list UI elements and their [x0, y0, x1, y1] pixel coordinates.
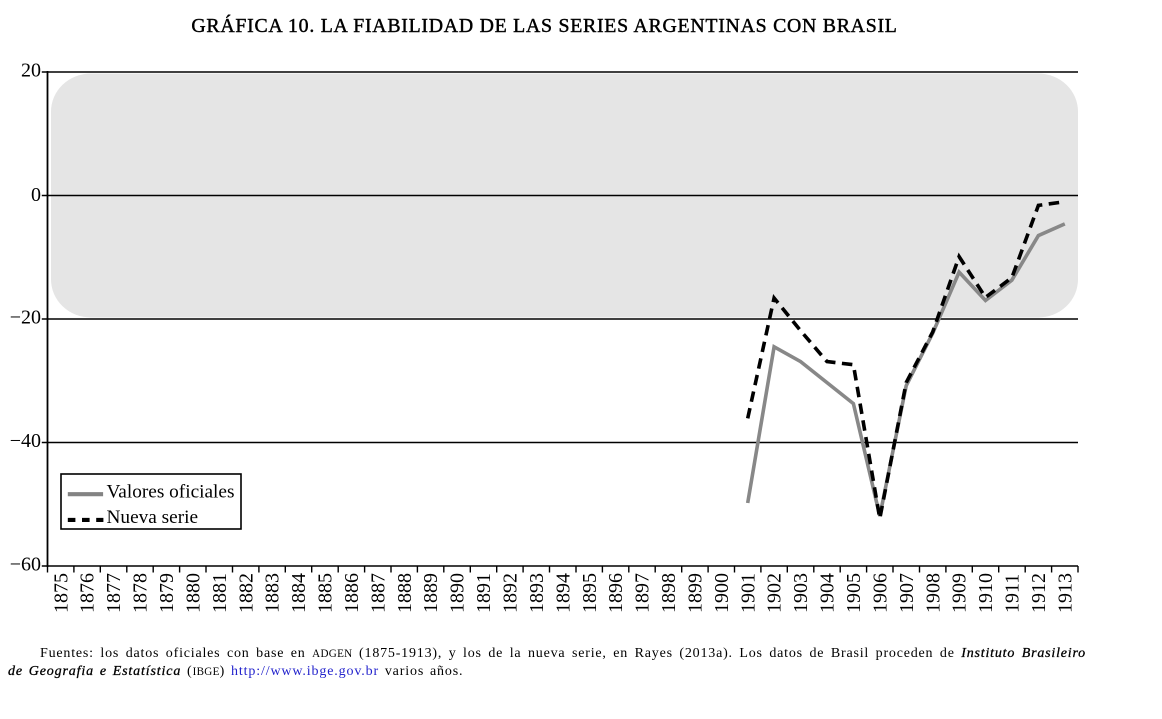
svg-text:−60: −60 [10, 554, 41, 576]
svg-text:1907: 1907 [896, 573, 918, 613]
svg-text:1876: 1876 [77, 573, 99, 613]
svg-text:1912: 1912 [1028, 573, 1050, 613]
svg-text:1879: 1879 [156, 573, 178, 613]
svg-text:1897: 1897 [632, 573, 654, 613]
svg-text:1903: 1903 [790, 573, 812, 613]
svg-text:1901: 1901 [737, 573, 759, 613]
svg-text:1899: 1899 [685, 573, 707, 613]
svg-text:1896: 1896 [605, 573, 627, 613]
svg-text:1885: 1885 [315, 573, 337, 613]
svg-text:1883: 1883 [262, 573, 284, 613]
svg-text:1892: 1892 [500, 573, 522, 613]
svg-text:1908: 1908 [922, 573, 944, 613]
svg-text:1898: 1898 [658, 573, 680, 613]
svg-text:1884: 1884 [288, 573, 310, 613]
svg-text:1904: 1904 [817, 573, 839, 613]
svg-text:1905: 1905 [843, 573, 865, 613]
svg-text:1877: 1877 [103, 573, 125, 613]
svg-text:1900: 1900 [711, 573, 733, 613]
svg-text:1894: 1894 [552, 573, 574, 613]
svg-text:20: 20 [21, 60, 41, 82]
svg-text:1886: 1886 [341, 573, 363, 613]
svg-text:−40: −40 [10, 430, 41, 452]
svg-text:1891: 1891 [473, 573, 495, 613]
svg-text:Valores oficiales: Valores oficiales [107, 482, 235, 503]
svg-text:1882: 1882 [235, 573, 257, 613]
svg-text:1887: 1887 [367, 573, 389, 613]
svg-text:1878: 1878 [130, 573, 152, 613]
svg-text:1889: 1889 [420, 573, 442, 613]
svg-text:1880: 1880 [182, 573, 204, 613]
svg-text:1909: 1909 [949, 573, 971, 613]
svg-text:1875: 1875 [50, 573, 72, 613]
svg-text:1911: 1911 [1002, 574, 1024, 613]
svg-text:1902: 1902 [764, 573, 786, 613]
svg-text:1893: 1893 [526, 573, 548, 613]
svg-text:1910: 1910 [975, 573, 997, 613]
svg-text:1890: 1890 [447, 573, 469, 613]
svg-text:0: 0 [31, 184, 41, 206]
svg-text:1913: 1913 [1054, 573, 1076, 613]
svg-text:Nueva serie: Nueva serie [107, 507, 199, 528]
svg-text:1888: 1888 [394, 573, 416, 613]
svg-text:1881: 1881 [209, 573, 231, 613]
svg-text:1906: 1906 [869, 573, 891, 613]
svg-text:1895: 1895 [579, 573, 601, 613]
svg-text:−20: −20 [10, 307, 41, 329]
